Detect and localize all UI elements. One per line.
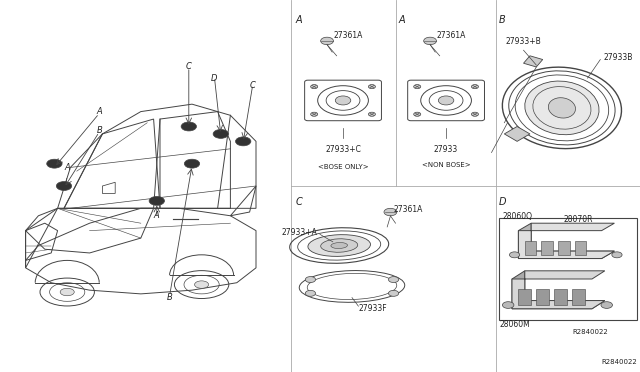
Circle shape [438,96,454,105]
Text: <BOSE ONLY>: <BOSE ONLY> [317,164,369,170]
Text: 27933B: 27933B [604,53,633,62]
Bar [525,241,536,255]
Text: B: B [499,15,506,25]
Circle shape [502,302,514,308]
Ellipse shape [308,235,371,256]
Circle shape [149,196,164,205]
Circle shape [424,37,436,45]
Ellipse shape [60,288,74,296]
Text: 28070R: 28070R [563,215,593,224]
Text: A: A [65,163,70,172]
Text: <NON BOSE>: <NON BOSE> [422,162,470,168]
Circle shape [184,159,200,168]
Circle shape [181,122,196,131]
Text: C: C [186,62,192,71]
Text: C: C [296,197,303,207]
Bar [499,218,637,320]
Circle shape [305,277,316,283]
Polygon shape [518,223,614,259]
Text: C: C [250,81,256,90]
Circle shape [388,277,399,283]
Text: A: A [154,211,159,220]
Text: B: B [167,293,172,302]
Text: 28060M: 28060M [499,320,530,329]
Text: R2840022: R2840022 [573,329,609,335]
Circle shape [369,84,376,89]
Polygon shape [518,251,614,259]
Circle shape [509,252,520,258]
Bar [554,289,567,305]
Text: A: A [97,107,102,116]
Bar [558,241,570,255]
Text: 27933+A: 27933+A [282,228,317,237]
Bar [536,289,549,305]
Circle shape [472,112,479,116]
Ellipse shape [525,81,599,135]
Bar [541,241,553,255]
Text: 27361A: 27361A [436,31,466,40]
Circle shape [384,208,397,216]
Circle shape [310,112,317,116]
Text: D: D [211,74,218,83]
Text: D: D [499,197,507,207]
Polygon shape [524,56,543,67]
Circle shape [305,290,316,296]
Circle shape [413,112,420,116]
Text: 28060Q: 28060Q [502,212,532,221]
Bar [518,289,531,305]
Ellipse shape [195,281,209,288]
Polygon shape [504,126,530,141]
Ellipse shape [331,243,348,248]
Text: 27361A: 27361A [333,31,363,40]
Text: 27361A: 27361A [394,205,423,214]
Polygon shape [512,271,525,309]
Text: A: A [296,15,302,25]
Text: 27933+B: 27933+B [506,38,541,46]
Bar [575,241,586,255]
Ellipse shape [548,98,575,118]
Polygon shape [512,301,605,309]
Circle shape [413,84,420,89]
Polygon shape [512,271,605,309]
Circle shape [335,96,351,105]
Circle shape [310,84,317,89]
Text: R2840022: R2840022 [601,359,637,365]
Text: A: A [399,15,405,25]
Circle shape [56,182,72,190]
Circle shape [236,137,251,146]
Polygon shape [518,223,531,259]
Circle shape [47,159,62,168]
Ellipse shape [321,239,358,252]
Text: B: B [97,126,102,135]
Circle shape [369,112,376,116]
Circle shape [321,37,333,45]
Text: 27933F: 27933F [358,304,387,313]
Circle shape [213,129,228,138]
Text: 27933+C: 27933+C [325,145,361,154]
Text: 27933: 27933 [434,145,458,154]
Circle shape [601,302,612,308]
Bar [572,289,585,305]
Circle shape [388,290,399,296]
Circle shape [612,252,622,258]
Circle shape [472,84,479,89]
